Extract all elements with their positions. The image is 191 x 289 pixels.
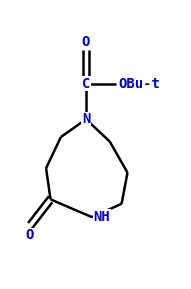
Text: O: O <box>82 35 90 49</box>
Text: O: O <box>26 228 34 242</box>
Text: C: C <box>82 77 90 91</box>
Text: OBu-t: OBu-t <box>119 77 160 91</box>
Text: N: N <box>82 112 90 126</box>
Text: NH: NH <box>93 210 110 224</box>
